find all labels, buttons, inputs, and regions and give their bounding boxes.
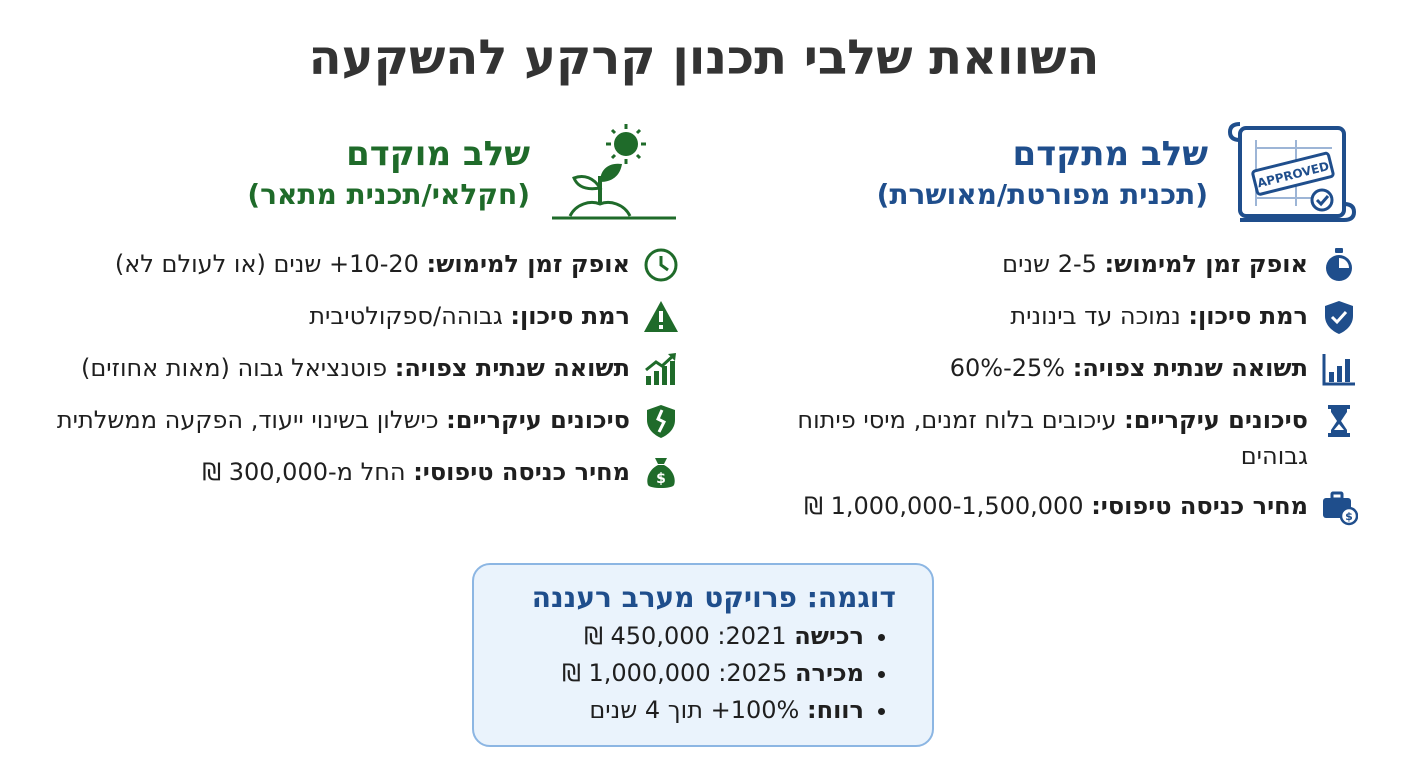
early-stage-subtitle: (חקלאי/תכנית מתאר) <box>247 178 530 211</box>
clock-icon <box>644 248 678 282</box>
growth-chart-icon <box>645 353 676 385</box>
advanced-item-main-risks: סיכונים עיקריים: עיכובים בלוח זמנים, מיס… <box>738 402 1358 474</box>
example-profit: רווח: 100%+ תוך 4 שנים <box>502 692 864 729</box>
hourglass-icon <box>1328 405 1350 437</box>
approved-blueprint-icon: APPROVED <box>1227 122 1357 222</box>
advanced-stage-subtitle: (תכנית מפורטת/מאושרת) <box>876 178 1208 211</box>
example-title: דוגמה: פרויקט מערב רעננה <box>531 581 896 614</box>
advanced-item-entry-price: $ מחיר כניסה טיפוסי: 1,000,000-1,500,000… <box>738 488 1358 526</box>
advanced-stage-column: APPROVED שלב מתקדם (תכנית מפורטת/מאושרת)… <box>738 118 1358 540</box>
broken-shield-icon <box>647 405 675 438</box>
stopwatch-icon <box>1326 248 1352 281</box>
early-stage-header: שלב מוקדם (חקלאי/תכנית מתאר) <box>50 118 680 228</box>
early-item-entry-price: $ מחיר כניסה טיפוסי: החל מ-300,000 ₪ <box>50 454 680 492</box>
example-sale: מכירה 2025: 1,000,000 ₪ <box>502 655 864 692</box>
page-title: השוואת שלבי תכנון קרקע להשקעה <box>308 30 1100 86</box>
advanced-item-horizon: אופק זמן למימוש: 2-5 שנים <box>738 246 1358 284</box>
early-item-risk: רמת סיכון: גבוהה/ספקולטיבית <box>50 298 680 336</box>
shield-check-icon <box>1325 301 1353 334</box>
advanced-item-risk: רמת סיכון: נמוכה עד בינונית <box>738 298 1358 336</box>
bar-chart-icon <box>1322 354 1355 386</box>
advanced-item-return: תשואה שנתית צפויה: 25%-60% <box>738 350 1358 388</box>
sprout-sun-icon <box>552 124 676 220</box>
money-bag-icon: $ <box>647 458 675 488</box>
svg-text:$: $ <box>1345 510 1353 523</box>
early-item-horizon: אופק זמן למימוש: 10-20+ שנים (או לעולם ל… <box>50 246 680 284</box>
early-item-main-risks: סיכונים עיקריים: כישלון בשינוי ייעוד, הפ… <box>50 402 680 440</box>
example-list: רכישה 2021: 450,000 ₪ מכירה 2025: 1,000,… <box>502 618 896 729</box>
early-stage-column: שלב מוקדם (חקלאי/תכנית מתאר) אופק זמן למ… <box>50 118 680 506</box>
warning-icon <box>644 301 678 332</box>
briefcase-money-icon: $ <box>1323 491 1358 526</box>
example-purchase: רכישה 2021: 450,000 ₪ <box>502 618 864 655</box>
advanced-stage-title: שלב מתקדם <box>1012 134 1208 174</box>
advanced-stage-header: APPROVED שלב מתקדם (תכנית מפורטת/מאושרת) <box>738 118 1358 228</box>
early-item-return: תשואה שנתית צפויה: פוטנציאל גבוה (מאות א… <box>50 350 680 388</box>
example-box: דוגמה: פרויקט מערב רעננה רכישה 2021: 450… <box>472 563 934 747</box>
early-stage-title: שלב מוקדם <box>346 134 530 174</box>
svg-text:$: $ <box>656 471 666 487</box>
